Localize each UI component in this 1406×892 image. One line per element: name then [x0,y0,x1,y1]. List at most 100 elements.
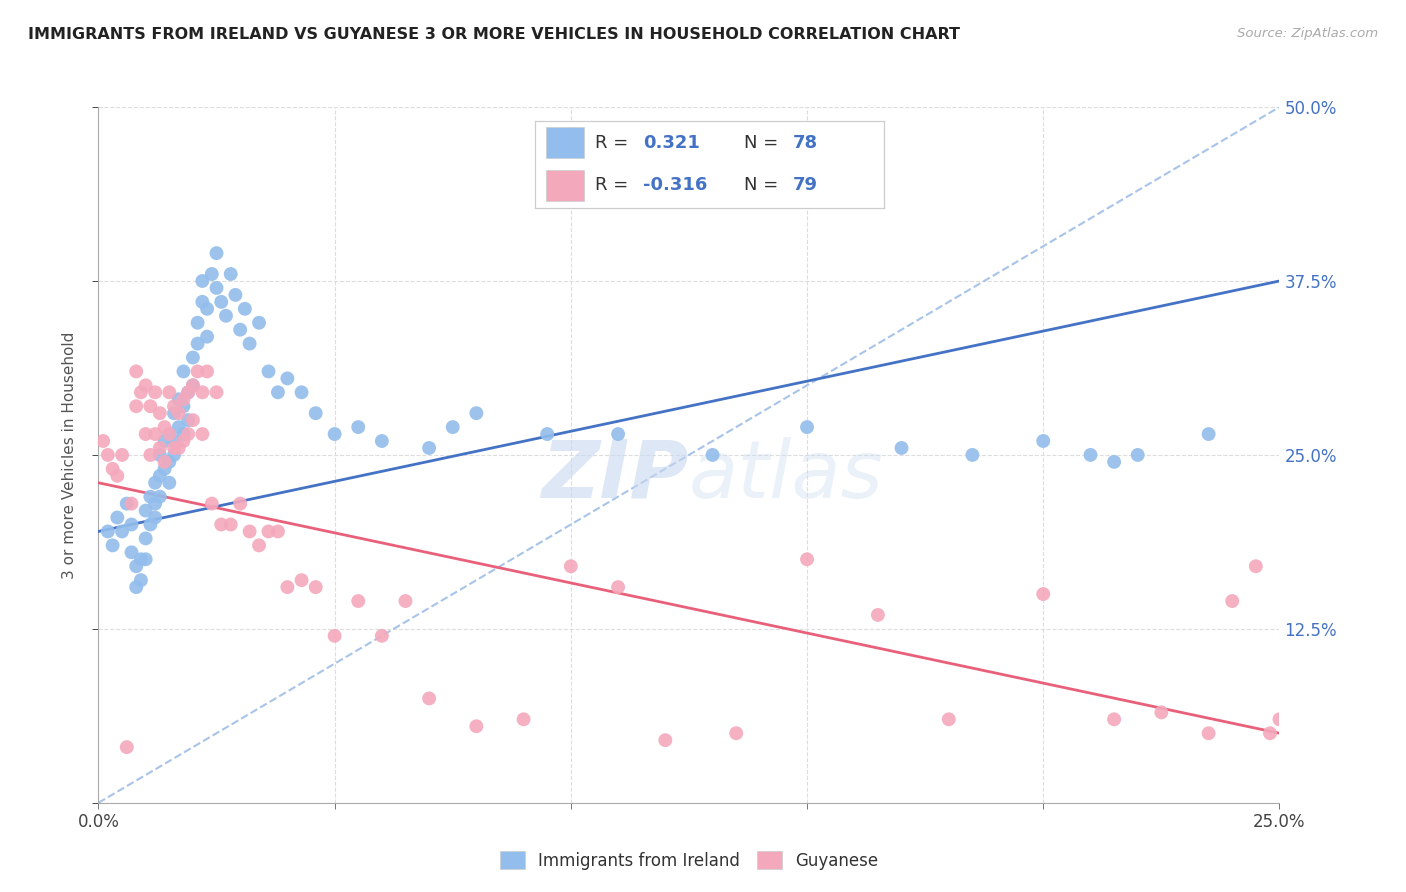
Point [139,448,162,462]
Point [1032,434,1054,448]
Point [153,462,176,476]
Text: Source: ZipAtlas.com: Source: ZipAtlas.com [1237,27,1378,40]
Point [224,288,246,302]
Point [129,385,152,400]
Point [938,712,960,726]
Point [796,552,818,566]
Point [209,517,232,532]
Point [115,497,138,511]
Point [139,490,162,504]
Point [1353,712,1375,726]
Point [125,364,148,378]
Point [191,294,214,309]
Point [890,441,912,455]
Point [201,497,224,511]
Point [1292,706,1315,720]
Point [143,385,166,400]
Point [111,448,134,462]
Point [290,385,312,400]
Point [219,267,242,281]
Point [267,524,290,539]
Point [177,413,200,427]
Point [135,503,157,517]
Point [418,691,440,706]
Point [201,267,224,281]
Point [607,427,630,442]
Y-axis label: 3 or more Vehicles in Household: 3 or more Vehicles in Household [62,331,77,579]
Point [219,517,242,532]
Point [101,462,124,476]
Point [1032,587,1054,601]
Point [149,468,172,483]
Point [97,448,120,462]
Point [796,420,818,434]
Point [195,301,218,316]
Point [105,468,128,483]
Point [157,427,180,442]
Text: IMMIGRANTS FROM IRELAND VS GUYANESE 3 OR MORE VEHICLES IN HOUSEHOLD CORRELATION : IMMIGRANTS FROM IRELAND VS GUYANESE 3 OR… [28,27,960,42]
Point [187,336,209,351]
Point [1102,712,1125,726]
Point [163,399,186,413]
Point [229,497,252,511]
Point [111,524,134,539]
Point [247,316,270,330]
Point [129,573,152,587]
Text: atlas: atlas [689,437,884,515]
Point [607,580,630,594]
Point [121,517,143,532]
Point [121,545,143,559]
Point [305,580,328,594]
Point [239,524,262,539]
Point [163,441,186,455]
Point [1244,559,1267,574]
Point [239,336,262,351]
Point [1278,712,1301,726]
Point [167,392,190,407]
Point [177,385,200,400]
Point [1316,726,1339,740]
Point [157,385,180,400]
Point [1102,455,1125,469]
Point [267,385,290,400]
Point [247,538,270,552]
Point [163,434,186,448]
Point [181,378,204,392]
Point [149,441,172,455]
Point [441,420,464,434]
Point [167,441,190,455]
Point [129,552,152,566]
Legend: Immigrants from Ireland, Guyanese: Immigrants from Ireland, Guyanese [492,843,886,878]
Point [1362,726,1385,740]
Point [125,399,148,413]
Point [177,385,200,400]
Point [139,517,162,532]
Point [229,323,252,337]
Point [1372,712,1395,726]
Point [257,364,280,378]
Point [209,294,232,309]
Point [172,434,194,448]
Point [276,580,298,594]
Point [172,364,194,378]
Point [654,733,676,747]
Point [702,448,724,462]
Point [135,378,157,392]
Point [1198,726,1220,740]
Point [1220,594,1243,608]
Point [125,580,148,594]
Point [1150,706,1173,720]
Point [205,246,228,260]
Point [465,719,488,733]
Point [187,364,209,378]
Point [172,392,194,407]
Point [1198,427,1220,442]
Point [143,475,166,490]
Point [1080,448,1102,462]
Point [149,490,172,504]
Point [177,427,200,442]
Point [1306,726,1329,740]
Point [167,420,190,434]
Point [962,448,984,462]
Point [135,532,157,546]
